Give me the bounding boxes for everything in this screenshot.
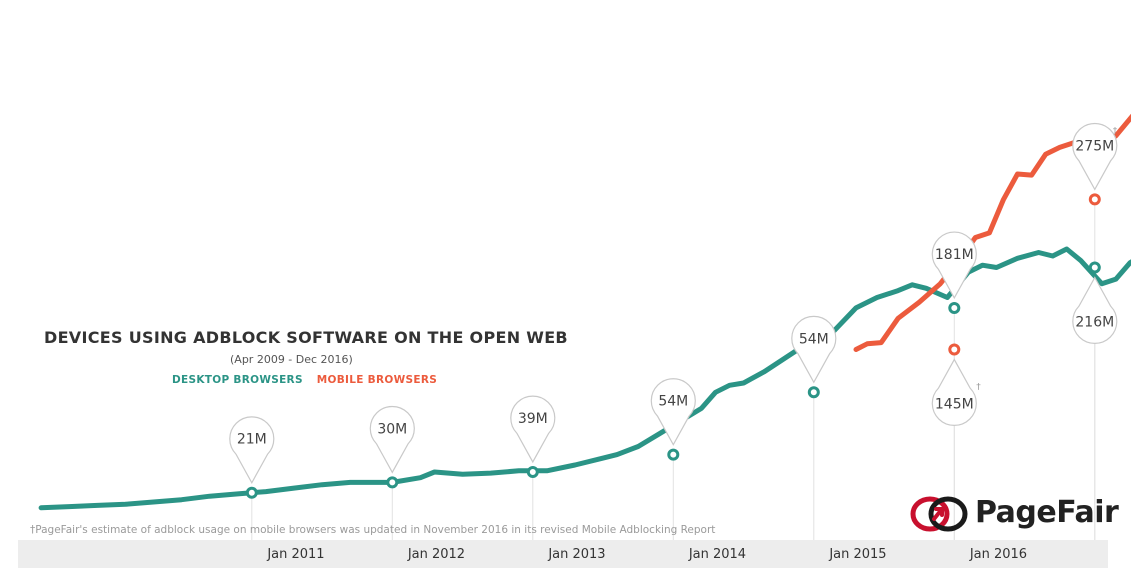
- pagefair-logo-icon: [910, 496, 968, 532]
- x-tick-label: Jan 2011: [266, 547, 324, 562]
- annotation-pin: [931, 358, 977, 426]
- annotation-marker: [948, 301, 961, 314]
- annotation-label: 39M: [518, 411, 548, 427]
- annotation-label: 216M: [1075, 315, 1114, 331]
- series-line-mobile: [853, 113, 1131, 352]
- x-tick-label: Jan 2013: [547, 547, 605, 562]
- chart-subtitle: (Apr 2009 - Dec 2016): [230, 353, 353, 366]
- series-line-desktop: [38, 246, 1131, 511]
- annotation-label: 181M: [935, 247, 974, 263]
- annotation-marker: [386, 476, 399, 489]
- annotation-label: 21M: [237, 432, 267, 448]
- legend: DESKTOP BROWSERS MOBILE BROWSERS: [172, 374, 437, 386]
- pagefair-logo: PageFair: [910, 493, 1119, 537]
- annotation-label: 145M: [935, 397, 974, 413]
- legend-mobile: MOBILE BROWSERS: [316, 374, 438, 386]
- annotation-pin: [229, 416, 275, 484]
- legend-desktop: DESKTOP BROWSERS: [172, 374, 303, 386]
- annotation-marker: [667, 448, 680, 461]
- annotation-marker: [948, 343, 961, 356]
- x-tick-label: Jan 2012: [407, 547, 465, 562]
- annotation-marker: [526, 465, 539, 478]
- x-tick-label: Jan 2016: [969, 547, 1027, 562]
- annotations: 21M30M39M54M54M181M145M†275M†216M380M236…: [229, 122, 1118, 499]
- logo-text: PageFair: [975, 495, 1119, 530]
- annotation-marker: [1088, 193, 1101, 206]
- x-tick-label: Jan 2014: [688, 547, 746, 562]
- annotation-dagger: †: [1113, 126, 1118, 136]
- annotation-label: 275M: [1075, 138, 1114, 154]
- annotation-guides: [251, 199, 1096, 540]
- chart-title: DEVICES USING ADBLOCK SOFTWARE ON THE OP…: [44, 328, 568, 347]
- annotation-pin: [791, 315, 837, 384]
- annotation-dagger: †: [976, 383, 981, 393]
- annotation-pin: [369, 405, 415, 474]
- x-tick-label: Jan 2015: [828, 547, 886, 562]
- x-axis: Jan 2011 Jan 2012 Jan 2013 Jan 2014 Jan 2015…: [266, 547, 1027, 562]
- annotation-marker: [807, 386, 820, 399]
- annotation-pin: [931, 231, 977, 300]
- annotation-marker: [1088, 261, 1101, 274]
- series-lines: [38, 113, 1131, 511]
- annotation-pin: [510, 395, 556, 464]
- annotation-label: 54M: [799, 331, 829, 347]
- footnote: †PageFair's estimate of adblock usage on…: [30, 524, 716, 536]
- annotation-marker: [245, 486, 258, 499]
- annotation-label: 54M: [658, 394, 688, 410]
- annotation-pin: [650, 378, 696, 446]
- x-axis-band: [18, 540, 1108, 568]
- annotation-pin: [1072, 122, 1118, 191]
- annotation-label: 30M: [377, 421, 407, 437]
- annotation-pin: [1072, 276, 1118, 344]
